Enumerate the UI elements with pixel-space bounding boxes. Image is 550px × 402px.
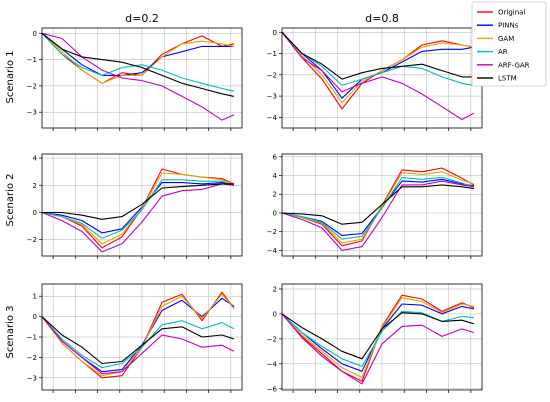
panel-r1-c2-ytick-label: −4 xyxy=(267,114,278,122)
panel-r2-c2-ytick-label: 0 xyxy=(273,209,277,217)
legend-label-gam: GAM xyxy=(498,35,514,43)
panel-r3-c1-ytick-label: −3 xyxy=(27,374,37,382)
legend-label-arf-gar: ARF-GAR xyxy=(498,61,530,69)
column-title-d08: d=0.8 xyxy=(365,12,399,25)
panel-r2-c2-ytick-label: 4 xyxy=(273,172,278,180)
panel-r2-c2-series-lstm xyxy=(281,184,475,225)
panel-r2-c2-series-ar xyxy=(281,176,475,240)
panel-r2-c2-ytick-label: −2 xyxy=(267,228,277,236)
panel-r1-c2-ytick-label: −3 xyxy=(267,93,277,101)
panel-r2-c2-frame xyxy=(281,153,483,257)
panel-r2-c1-series-pinns xyxy=(41,182,235,234)
panel-r1-c2-ytick-label: −1 xyxy=(267,50,277,58)
panel-r1-c1-ytick-label: −2 xyxy=(27,82,37,90)
legend-label-original: Original xyxy=(498,9,525,17)
panel-r3-c2-series-gam xyxy=(281,297,475,379)
panel-r1-c2-series-ar xyxy=(281,31,475,86)
panel-r3-c1: 1 0 −1 −2 −3 xyxy=(27,283,243,393)
row-label-scenario-3: Scenario 3 xyxy=(5,305,16,358)
panel-r2-c2-ytick-label: 6 xyxy=(273,153,278,161)
panel-r3-c2-series-arf-gar xyxy=(281,313,475,385)
panel-r3-c2-ytick-label: −6 xyxy=(267,385,278,393)
panel-r2-c1-series-ar xyxy=(41,179,235,239)
panel-r3-c1-series-ar xyxy=(41,316,235,369)
panel-r2-c2-series-arf-gar xyxy=(281,180,475,251)
panel-r1-c2: 0 −1 −2 −3 −4 xyxy=(267,27,483,131)
column-title-d02: d=0.2 xyxy=(125,12,159,25)
panel-r3-c2-series-ar xyxy=(281,310,475,367)
panel-r1-c1-series-gam xyxy=(41,32,235,84)
panel-r3-c1-ytick-label: 1 xyxy=(33,293,37,301)
panel-r1-c2-ytick-label: 0 xyxy=(273,29,277,37)
panel-r2-c1-ytick-label: −2 xyxy=(27,236,37,244)
panel-r1-c1-ytick-label: −3 xyxy=(27,109,37,117)
row-label-scenario-1: Scenario 1 xyxy=(5,50,16,103)
legend-label-pinns: PINNs xyxy=(498,22,519,30)
panel-r3-c2-ytick-label: 0 xyxy=(273,310,277,318)
legend-items: Original PINNs GAM AR ARF-GAR LSTM xyxy=(477,9,530,83)
panel-r1-c1-ytick-label: 0 xyxy=(33,30,37,38)
panel-r1-c1-series-lstm xyxy=(41,32,235,97)
panel-r1-c1-series-arf-gar xyxy=(41,32,235,121)
panel-r1-c1-frame xyxy=(41,27,243,129)
panel-r3-c2: 2 0 −2 −4 −6 xyxy=(267,283,483,393)
panel-r3-c2-series-lstm xyxy=(281,312,475,360)
panel-r1-c1-series-pinns xyxy=(41,32,234,76)
panel-r1-c2-series-gam xyxy=(281,31,475,104)
panel-r3-c1-ytick-label: −2 xyxy=(27,354,37,362)
panel-r2-c1-series-arf-gar xyxy=(41,183,235,253)
row-label-scenario-2: Scenario 2 xyxy=(5,173,16,226)
panel-r2-c1-series-lstm xyxy=(42,183,234,220)
panel-r1-c2-ytick-label: −2 xyxy=(267,71,277,79)
panel-r2-c2-ytick-label: −4 xyxy=(267,247,278,255)
panel-r1-c2-series-lstm xyxy=(281,31,474,80)
legend-label-ar: AR xyxy=(498,48,508,56)
panel-r2-c1-ytick-label: 2 xyxy=(33,182,37,190)
legend-label-lstm: LSTM xyxy=(498,75,517,83)
panel-r2-c1-ytick-label: 0 xyxy=(33,209,37,217)
panel-r1-c1-ytick-label: −1 xyxy=(27,56,37,64)
panel-r3-c2-series-original xyxy=(281,294,475,382)
panel-r3-c1-series-lstm xyxy=(41,316,235,365)
panel-r2-c1-series-gam xyxy=(41,172,235,245)
panel-r2-c2: 6 4 2 0 −2 −4 xyxy=(267,153,483,259)
panel-r2-c2-series-gam xyxy=(281,171,475,244)
panel-r3-c1-frame xyxy=(41,283,243,391)
panel-r3-c2-frame xyxy=(281,283,483,391)
panel-r3-c2-ytick-label: 2 xyxy=(273,285,277,293)
panel-r2-c1: 4 2 0 −2 xyxy=(27,153,243,259)
panel-r1-c1: 0 −1 −2 −3 xyxy=(27,27,243,131)
panel-r3-c2-ytick-label: −2 xyxy=(267,335,277,343)
panel-r3-c2-ytick-label: −4 xyxy=(267,360,278,368)
panel-r1-c1-series-ar xyxy=(41,32,235,92)
panel-r2-c1-frame xyxy=(41,153,243,257)
legend: Original PINNs GAM AR ARF-GAR LSTM xyxy=(471,1,547,87)
panel-r2-c1-ytick-label: 4 xyxy=(33,155,38,163)
subplot-grid: 0 −1 −2 −3 0 −1 −2 −3 −4 4 2 0 −2 6 4 2 0 −2 −4 1 0 −1 −2 −3 2 0 −… xyxy=(27,27,483,393)
panel-r3-c1-ytick-label: 0 xyxy=(33,313,37,321)
panel-r1-c2-series-arf-gar xyxy=(281,31,475,121)
panel-r2-c2-ytick-label: 2 xyxy=(273,191,277,199)
panel-r3-c1-series-arf-gar xyxy=(41,316,235,375)
panel-r3-c1-ytick-label: −1 xyxy=(27,334,37,342)
